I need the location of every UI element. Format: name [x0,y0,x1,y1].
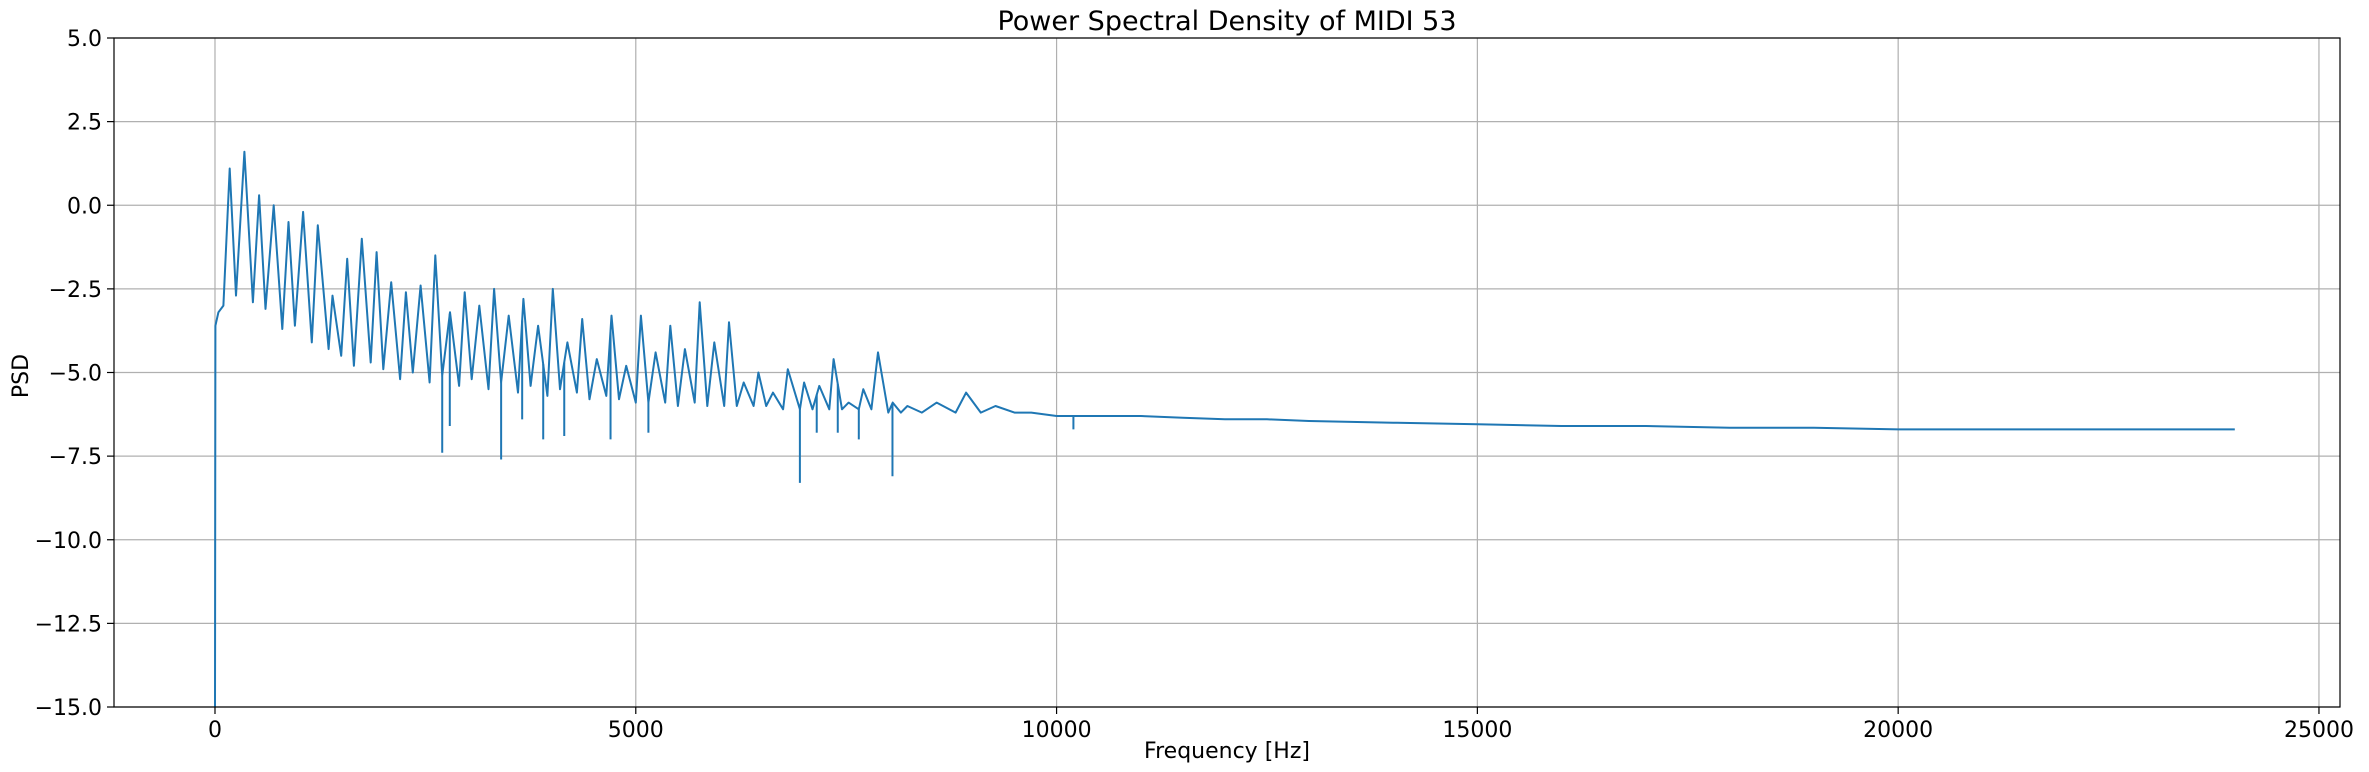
chart-title: Power Spectral Density of MIDI 53 [997,6,1456,37]
grid-layer [114,37,2340,708]
series-layer [214,150,2235,708]
y-tick-label: 2.5 [67,111,102,136]
y-tick-label: 0.0 [67,194,102,219]
y-tick-label: −15.0 [35,696,102,721]
x-axis-label: Frequency [Hz] [1144,739,1310,764]
y-tick-label: 5.0 [67,27,102,52]
x-tick-label: 5000 [608,718,664,743]
x-tick-label: 15000 [1442,718,1512,743]
x-tick-label: 25000 [2284,718,2354,743]
tick-layer: 0 5000 10000 15000 20000 25000 5.0 2.5 0.0 −2.5 −5… [35,27,2354,743]
psd-series-line [214,150,2235,708]
y-tick-label: −5.0 [49,362,102,387]
y-axis-label: PSD [9,354,34,398]
x-tick-label: 0 [208,718,222,743]
x-tick-label: 20000 [1863,718,1933,743]
y-tick-label: −12.5 [35,612,102,637]
y-tick-label: −7.5 [49,445,102,470]
y-tick-label: −10.0 [35,529,102,554]
x-tick-label: 10000 [1022,718,1092,743]
y-tick-label: −2.5 [49,278,102,303]
